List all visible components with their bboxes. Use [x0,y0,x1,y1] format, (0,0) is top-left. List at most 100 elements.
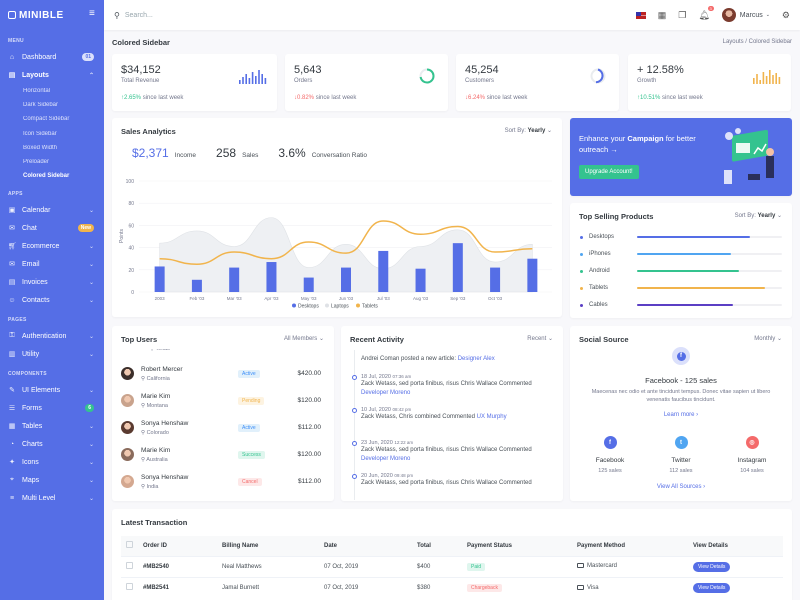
sidebar-item-invoices[interactable]: ▤ Invoices ⌄ [0,273,104,291]
view-details-button[interactable]: View Details [693,561,731,572]
facebook-icon[interactable]: f [603,436,617,449]
customers-radial-chart [590,68,606,84]
order-id[interactable]: #MB2541 [143,576,222,598]
sidebar-subitem-icon-sidebar[interactable]: Icon Sidebar [23,130,57,137]
apps-grid-icon[interactable]: ▦ [657,9,667,20]
instagram-icon[interactable]: ◎ [745,436,759,449]
product-name: iPhones [589,251,611,257]
chevron-down-icon: ⌄ [547,336,553,342]
sidebar-subitem-horizontal[interactable]: Horizontal [23,88,51,95]
sidebar-item-tables[interactable]: ▦ Tables ⌄ [0,417,104,435]
user-name: Robert Mercer [141,366,183,373]
recent-filter[interactable]: Recent ⌄ [527,335,553,342]
card-title: Recent Activity [350,335,404,344]
fullscreen-icon[interactable]: ❐ [678,9,687,20]
sidebar-item-icons[interactable]: ✦ Icons ⌄ [0,453,104,471]
order-id[interactable]: #MB2540 [143,555,222,577]
sidebar-item-maps[interactable]: ⌖ Maps ⌄ [0,471,104,489]
search-box[interactable]: ⚲ Search... [114,11,153,20]
period-filter[interactable]: Monthly ⌄ [754,335,782,342]
sidebar-item-calendar[interactable]: ▣ Calendar ⌄ [0,201,104,219]
location-icon: ⚲ [141,403,147,409]
page-title: Colored Sidebar [112,37,170,47]
search-input[interactable]: Search... [124,11,153,19]
user-row[interactable]: Marie Kim ⚲ Australia Success $120.00 [112,442,334,469]
sidebar-subitem-compact-sidebar[interactable]: Compact Sidebar [23,116,70,123]
view-details-cell: View Details [693,555,783,577]
card-title: Top Selling Products [579,212,654,221]
sort-dropdown[interactable]: Sort By: Yearly ⌄ [505,127,552,134]
sidebar-item-authentication[interactable]: ⚿ Authentication ⌄ [0,327,104,345]
table-row: #MB2540 Neal Matthews 07 Oct, 2019 $400 Paid… [121,555,783,577]
sidebar-item-ui-elements[interactable]: ✎ UI Elements ⌄ [0,381,104,399]
sidebar-item-label: Utility [22,350,40,358]
activity-link[interactable]: Developer Moreno [361,456,411,462]
legend-marker [292,303,296,308]
status-badge: Active [238,424,260,432]
y-tick-label: 0 [131,290,134,296]
status-badge: Success [238,451,265,459]
gear-icon[interactable]: ⚙ [781,9,790,20]
select-all-checkbox[interactable] [126,541,133,549]
user-row[interactable]: Sonya Henshaw ⚲ Colorado Active $112.00 [112,415,334,442]
chat-icon: ✉ [9,225,15,233]
sidebar-item-dashboard[interactable]: ⌂ Dashboard 01 [0,48,104,66]
column-header: View Details [693,536,783,556]
sidebar-subitem-boxed-width[interactable]: Boxed Width [23,144,58,151]
activity-link[interactable]: Designer Alex [457,356,495,362]
breadcrumb-parent[interactable]: Layouts [722,39,744,45]
user-row[interactable]: Marie Kim ⚲ Montana Pending $120.00 [112,388,334,415]
sidebar-item-email[interactable]: ✉ Email ⌄ [0,255,104,273]
stat-change: ↑2.65% since last week [121,95,268,101]
brand-name: MINIBLE [19,9,64,21]
user-amount: $120.00 [297,397,322,404]
key-icon: ⚿ [9,332,15,340]
view-all-sources-link[interactable]: View All Sources › [570,484,792,490]
user-name: Marie Kim [141,447,171,454]
member-filter[interactable]: All Members ⌄ [284,335,324,342]
activity-link[interactable]: Developer Moreno [361,390,411,396]
sales-analytics-card: Sales Analytics Sort By: Yearly ⌄ $2,371… [112,118,562,317]
activity-body: Zack Wetass, sed porta finibus, risus Ch… [361,381,532,387]
sidebar-item-chat[interactable]: ✉ Chat New [0,219,104,237]
user-row[interactable]: Sonya Henshaw ⚲ India Cancel $112.00 [112,469,334,496]
sidebar-item-contacts[interactable]: ☺ Contacts ⌄ [0,291,104,309]
us-flag-icon[interactable] [635,11,646,19]
user-menu[interactable]: Marcus ⌄ [721,8,770,22]
bell-icon[interactable]: 🔔︎ 3 [698,5,714,20]
learn-more-link[interactable]: Learn more › [570,412,792,418]
view-details-button[interactable]: View Details [693,582,731,593]
avatar [121,394,134,407]
sidebar-item-forms[interactable]: ☰ Forms 6 [0,399,104,417]
sidebar-item-multi-level[interactable]: ≡ Multi Level ⌄ [0,489,104,507]
activity-link[interactable]: UX Murphy [476,414,507,420]
select-cell [121,576,143,598]
product-progress-bar [637,235,751,239]
legend-label[interactable]: Desktops [298,304,319,310]
sidebar-item-charts[interactable]: ◔ Charts ⌄ [0,435,104,453]
row-checkbox[interactable] [126,562,133,569]
logo[interactable]: MINIBLE [0,0,104,30]
product-progress-bar [637,286,765,290]
twitter-icon[interactable]: t [674,436,688,449]
activity-date-text: 23 Jun, 2020 [361,440,393,446]
sidebar-subitem-colored-sidebar[interactable]: Colored Sidebar [23,173,70,180]
legend-label[interactable]: Tablets [362,304,378,310]
sort-value: Yearly [757,213,776,219]
social-description: Maecenas nec odio et ante tincidunt temp… [591,389,771,403]
sidebar-item-layouts[interactable]: ▤ Layouts ⌃ [0,66,104,84]
tablets-line [159,220,533,266]
user-location: ⚲ Montana [141,403,168,409]
legend-label[interactable]: Laptops [331,304,349,310]
stat-change: ↓0.82% since last week [294,95,439,101]
user-row[interactable]: Robert Mercer ⚲ California Active $420.00 [112,361,334,388]
row-checkbox[interactable] [126,583,133,591]
sort-dropdown[interactable]: Sort By: Yearly ⌄ [735,212,782,219]
sidebar-subitem-dark-sidebar[interactable]: Dark Sidebar [23,102,59,109]
sidebar-item-utility[interactable]: ▥ Utility ⌄ [0,345,104,363]
upgrade-account-button[interactable]: Upgrade Account! [579,165,639,179]
sidebar-subitem-preloader[interactable]: Preloader [23,159,50,166]
chevron-down-icon: ⌄ [776,336,782,342]
sidebar-item-ecommerce[interactable]: 🛒︎ Ecommerce ⌄ [0,237,104,255]
menu-toggle-icon[interactable]: ≡ [89,8,95,19]
